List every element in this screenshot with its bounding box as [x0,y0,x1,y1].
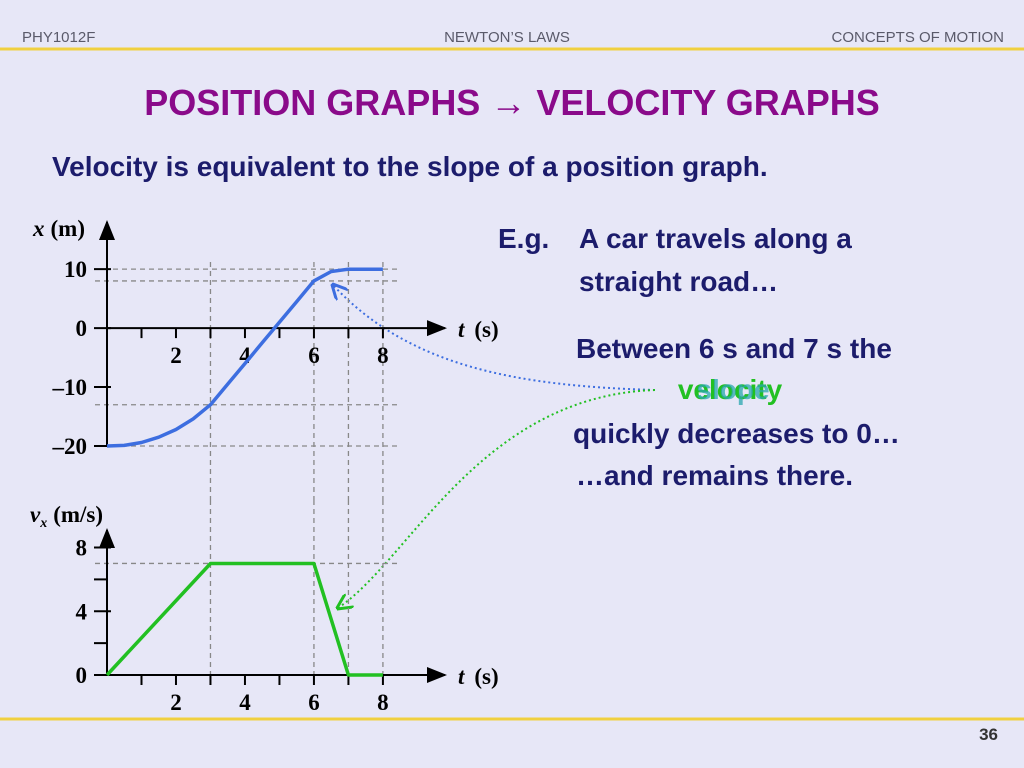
x-axis-label: t (s) [458,317,499,342]
data-line [106,267,383,448]
y-axis-unit: (m) [51,216,85,241]
y-tick-label: –20 [52,434,88,459]
y-tick-label: 10 [64,257,87,282]
note-line: quickly decreases to 0… [573,418,900,449]
y-tick-label: 4 [76,599,88,624]
y-axis-label: vx (m/s) [30,502,103,531]
x-tick-label: 2 [170,690,182,715]
topic: NEWTON’S LAWS [444,29,570,46]
note-word: slope [696,374,769,405]
x-axis-label: t (s) [458,664,499,689]
y-axis-unit: (m/s) [53,502,103,527]
pointer-arrow [333,285,656,391]
note-word: velocity [678,374,783,405]
course: PHY1012F [22,29,95,46]
example-line: straight road… [579,266,778,297]
data-line [105,561,383,677]
x-tick-label: 8 [377,690,389,715]
y-axis-label: x (m) [32,216,85,241]
x-tick-label: 4 [239,690,251,715]
x-tick-label: 2 [170,343,182,368]
x-tick-label: 6 [308,690,320,715]
x-tick-label: 8 [377,343,389,368]
y-axis-symbol: v [30,502,41,527]
x-axis-symbol: t [458,664,465,689]
x-axis-unit: (s) [474,664,498,689]
y-tick-label: 0 [76,316,88,341]
example-line: A car travels along a [579,223,852,254]
note-line: …and remains there. [576,460,853,491]
y-tick-label: 8 [76,536,88,561]
y-axis-symbol: x [32,216,45,241]
example-label: E.g. [498,223,549,254]
x-axis-unit: (s) [474,317,498,342]
x-tick-label: 6 [308,343,320,368]
page-number: 36 [979,725,998,744]
pointer-arrow [338,389,656,608]
y-tick-label: –10 [52,375,88,400]
subtitle: Velocity is equivalent to the slope of a… [52,151,768,182]
note-line: Between 6 s and 7 s the [576,333,892,364]
x-axis-symbol: t [458,317,465,342]
y-tick-label: 0 [76,663,88,688]
section: CONCEPTS OF MOTION [832,29,1005,46]
y-axis-subscript: x [39,516,47,531]
title: POSITION GRAPHS → VELOCITY GRAPHS [144,82,879,123]
